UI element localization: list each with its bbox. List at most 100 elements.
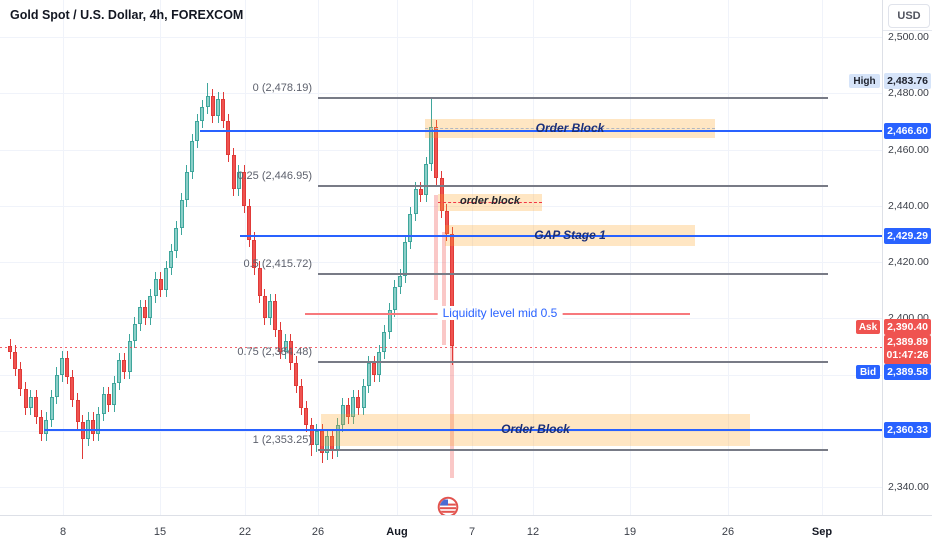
bid-price-badge: 2,389.58 (884, 364, 931, 380)
candle-down (122, 360, 127, 372)
symbol-title[interactable]: Gold Spot / U.S. Dollar, 4h, FOREXCOM (10, 8, 244, 22)
vertical-gridline (160, 0, 161, 515)
order-block-zone[interactable] (425, 119, 715, 138)
candle-up (408, 214, 413, 243)
candle-down (91, 419, 96, 434)
candle-up (184, 172, 189, 201)
candle-up (174, 228, 179, 251)
time-axis-label: 22 (238, 526, 252, 538)
horizontal-gridline (0, 431, 882, 432)
fib-level-line[interactable] (318, 97, 828, 100)
price-axis-label: 2,480.00 (888, 87, 929, 99)
price-axis[interactable]: USD 2,500.00 2,480.00 2,460.00 2,440.00 2,42… (882, 0, 932, 515)
fib-level-line[interactable] (318, 360, 828, 363)
candle-up (268, 301, 272, 319)
high-side-chip: High (849, 74, 880, 88)
candle-down (106, 394, 111, 406)
horizontal-price-line[interactable] (240, 234, 882, 237)
candle-up (403, 242, 408, 277)
candle-down (23, 388, 28, 409)
candle-up (60, 357, 64, 375)
zone-label[interactable]: Order Block (535, 120, 605, 135)
price-axis-label: 2,340.00 (888, 481, 929, 493)
last-price-countdown-badge: 2,389.89 01:47:26 (884, 335, 931, 364)
candle-down (450, 233, 454, 347)
vertical-gridline (245, 0, 246, 515)
horizontal-gridline (0, 150, 882, 151)
order-block-zone[interactable] (438, 194, 542, 211)
zone-label[interactable]: order block (460, 194, 520, 207)
candle-down (304, 408, 309, 426)
candle-down (346, 405, 350, 417)
fib-level-label: 0.25 (2,446.95) (237, 170, 312, 183)
candle-down (226, 121, 231, 156)
candle-up (429, 127, 434, 164)
time-axis[interactable]: 8 15 22 26 Aug 7 12 19 26 Sep (0, 515, 932, 550)
candle-down (34, 397, 38, 417)
zone-label[interactable]: Order Block (501, 422, 570, 436)
horizontal-price-line[interactable] (200, 129, 882, 132)
candle-down (356, 397, 361, 409)
candle-down (252, 239, 257, 268)
candle-down (39, 416, 44, 434)
candle-down (18, 368, 23, 389)
candle-up (398, 276, 402, 288)
time-axis-label: Sep (811, 526, 833, 538)
vertical-gridline (822, 0, 823, 515)
orderblock-low-price-badge: 2,360.33 (884, 422, 931, 438)
ask-side-chip: Ask (856, 320, 880, 334)
horizontal-gridline (0, 93, 882, 94)
time-axis-label: 15 (153, 526, 167, 538)
high-price-badge: 2,483.76 (884, 73, 931, 89)
candle-up (148, 295, 153, 319)
orderblock-price-badge: 2,466.60 (884, 123, 931, 139)
candle-up (361, 385, 366, 409)
ask-price-badge: 2,390.40 (884, 319, 931, 335)
candle-down (242, 172, 246, 206)
time-axis-label: 12 (526, 526, 540, 538)
zone-label[interactable]: GAP Stage 1 (534, 227, 606, 242)
vertical-gridline (63, 0, 64, 515)
chart-canvas[interactable]: Gold Spot / U.S. Dollar, 4h, FOREXCOM 0 … (0, 0, 882, 515)
candle-down (309, 425, 314, 445)
price-axis-label: 2,460.00 (888, 144, 929, 156)
candle-up (382, 332, 387, 352)
liquidity-line-label: Liquidity level mid 0.5 (437, 306, 563, 321)
fib-level-line[interactable] (318, 185, 828, 188)
candle-down (13, 352, 18, 369)
fib-level-line[interactable] (318, 448, 828, 451)
time-axis-label: 19 (623, 526, 637, 538)
fib-level-line[interactable] (318, 273, 828, 276)
candle-down (418, 188, 423, 195)
candle-up (164, 267, 168, 291)
candle-up (169, 250, 174, 268)
horizontal-price-line[interactable] (44, 428, 882, 431)
candle-up (205, 96, 210, 108)
candle-down (8, 346, 12, 352)
horizontal-gridline (0, 37, 882, 38)
current-price-dotted-line (0, 347, 882, 348)
time-axis-label: 7 (468, 526, 476, 538)
candle-up (236, 172, 241, 189)
fib-level-label: 1 (2,353.25) (252, 433, 312, 446)
candle-down (210, 96, 215, 116)
candle-down (143, 307, 148, 319)
candle-up (200, 107, 205, 122)
candle-down (278, 329, 283, 352)
time-axis-label: Aug (386, 526, 408, 538)
vertical-gridline (728, 0, 729, 515)
time-axis-label: 26 (721, 526, 735, 538)
candle-up (153, 278, 158, 296)
candle-up (377, 352, 382, 375)
candle-up (44, 419, 49, 434)
candle-down (70, 377, 75, 400)
vertical-gridline (397, 0, 398, 515)
candle-down (221, 98, 226, 122)
ghost-wick (442, 232, 446, 345)
currency-toggle-button[interactable]: USD (888, 4, 930, 28)
fib-level-label: 0 (2,478.19) (252, 82, 312, 95)
candle-down (273, 301, 278, 330)
candle-down (257, 267, 262, 296)
zone-midline-dashed (425, 127, 715, 129)
horizontal-gridline (0, 375, 882, 376)
